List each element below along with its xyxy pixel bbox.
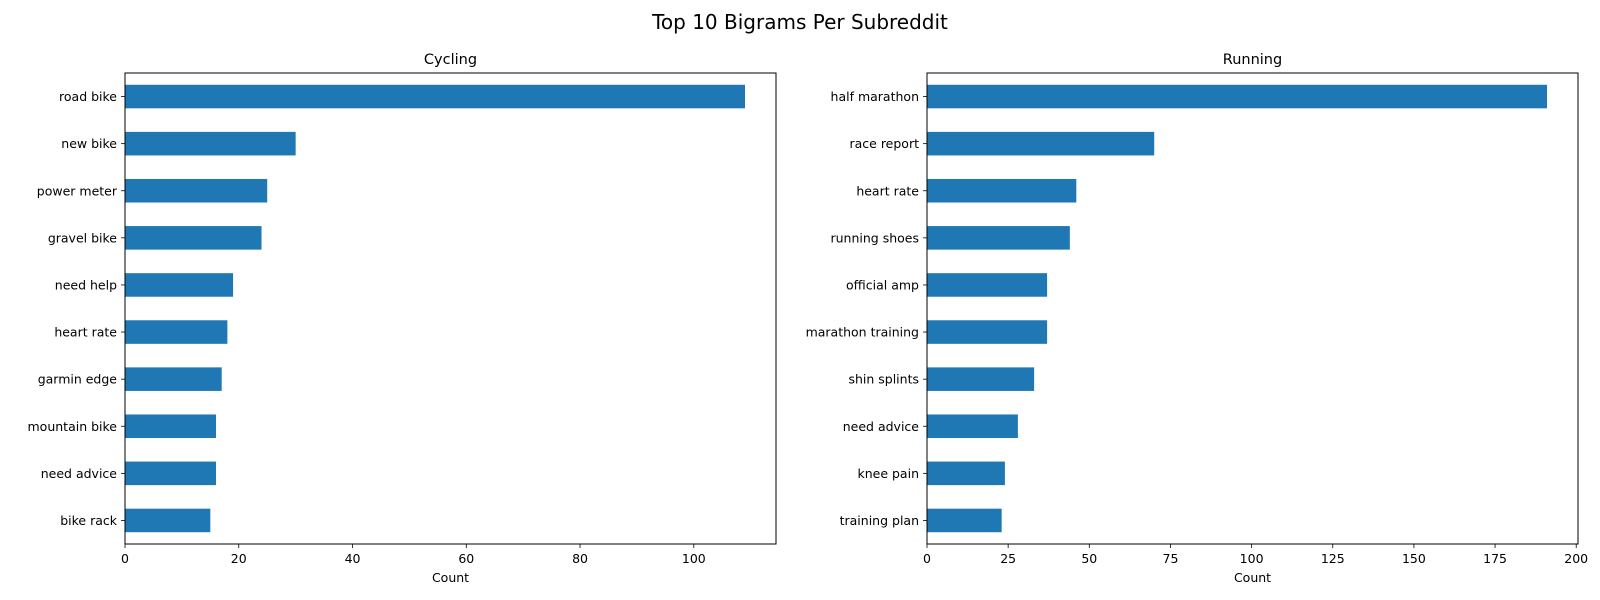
- bar-knee-pain: [927, 461, 1005, 486]
- y-tick-label: garmin edge: [38, 372, 118, 387]
- axes-frame: [926, 72, 1579, 545]
- y-tick-label: half marathon: [831, 89, 919, 104]
- y-tick-label: power meter: [37, 183, 118, 198]
- x-tick-label: 75: [1163, 551, 1179, 566]
- bar-heart-rate: [927, 178, 1077, 203]
- axes-frame: [124, 72, 777, 545]
- bar-road-bike: [125, 84, 745, 109]
- bar-gravel-bike: [125, 226, 262, 250]
- bar-need-help: [125, 273, 234, 297]
- y-tick-label: heart rate: [856, 183, 919, 198]
- bar-running-shoes: [927, 226, 1070, 250]
- running-bar-chart: Running half marathon race report heart rat…: [806, 52, 1589, 585]
- x-axis-label: Count: [1234, 570, 1271, 585]
- bar-bike-rack: [125, 508, 211, 533]
- bar-shin-splints: [927, 367, 1035, 391]
- y-tick-label: need advice: [843, 419, 920, 434]
- figure-title: Top 10 Bigrams Per Subreddit: [651, 10, 948, 34]
- x-tick-label: 100: [682, 551, 706, 566]
- y-tick-label: shin splints: [848, 372, 919, 387]
- x-tick-label: 175: [1483, 551, 1507, 566]
- y-tick-label: official amp: [846, 277, 919, 292]
- bar-need-advice: [125, 461, 217, 486]
- bar-official-amp: [927, 273, 1048, 297]
- x-tick-label: 60: [458, 551, 474, 566]
- x-tick-label: 100: [1240, 551, 1264, 566]
- y-tick-label: running shoes: [831, 230, 920, 245]
- bar-marathon-training: [927, 320, 1048, 344]
- y-tick-label: need advice: [41, 466, 118, 481]
- y-tick-label: heart rate: [54, 325, 117, 340]
- x-tick-label: 40: [345, 551, 361, 566]
- axes-title: Running: [1223, 52, 1282, 68]
- x-tick-label: 20: [231, 551, 247, 566]
- x-tick-label: 200: [1564, 551, 1588, 566]
- y-tick-label: need help: [55, 277, 117, 292]
- y-tick-label: new bike: [61, 136, 117, 151]
- axes-title: Cycling: [424, 52, 477, 68]
- x-tick-label: 150: [1402, 551, 1426, 566]
- y-tick-label: race report: [849, 136, 919, 151]
- bar-need-advice: [927, 414, 1018, 439]
- y-tick-label: mountain bike: [28, 419, 118, 434]
- x-tick-label: 25: [1000, 551, 1016, 566]
- bar-mountain-bike: [125, 414, 217, 439]
- bar-half-marathon: [927, 84, 1547, 109]
- x-tick-label: 0: [121, 551, 129, 566]
- bar-training-plan: [927, 508, 1002, 533]
- bar-heart-rate: [125, 320, 228, 344]
- y-tick-label: marathon training: [806, 325, 919, 340]
- x-tick-label: 50: [1081, 551, 1097, 566]
- x-tick-label: 0: [923, 551, 931, 566]
- bar-garmin-edge: [125, 367, 222, 391]
- y-tick-label: training plan: [840, 513, 919, 528]
- bar-new-bike: [125, 131, 296, 156]
- cycling-bar-chart: Cycling road bike new bike power meter grave…: [28, 52, 777, 585]
- y-tick-label: knee pain: [857, 466, 919, 481]
- x-tick-label: 125: [1321, 551, 1345, 566]
- x-axis-label: Count: [432, 570, 469, 585]
- bar-power-meter: [125, 178, 268, 203]
- y-tick-label: gravel bike: [48, 230, 117, 245]
- x-tick-label: 80: [572, 551, 588, 566]
- bar-race-report: [927, 131, 1155, 156]
- y-tick-label: bike rack: [60, 513, 118, 528]
- y-tick-label: road bike: [59, 89, 117, 104]
